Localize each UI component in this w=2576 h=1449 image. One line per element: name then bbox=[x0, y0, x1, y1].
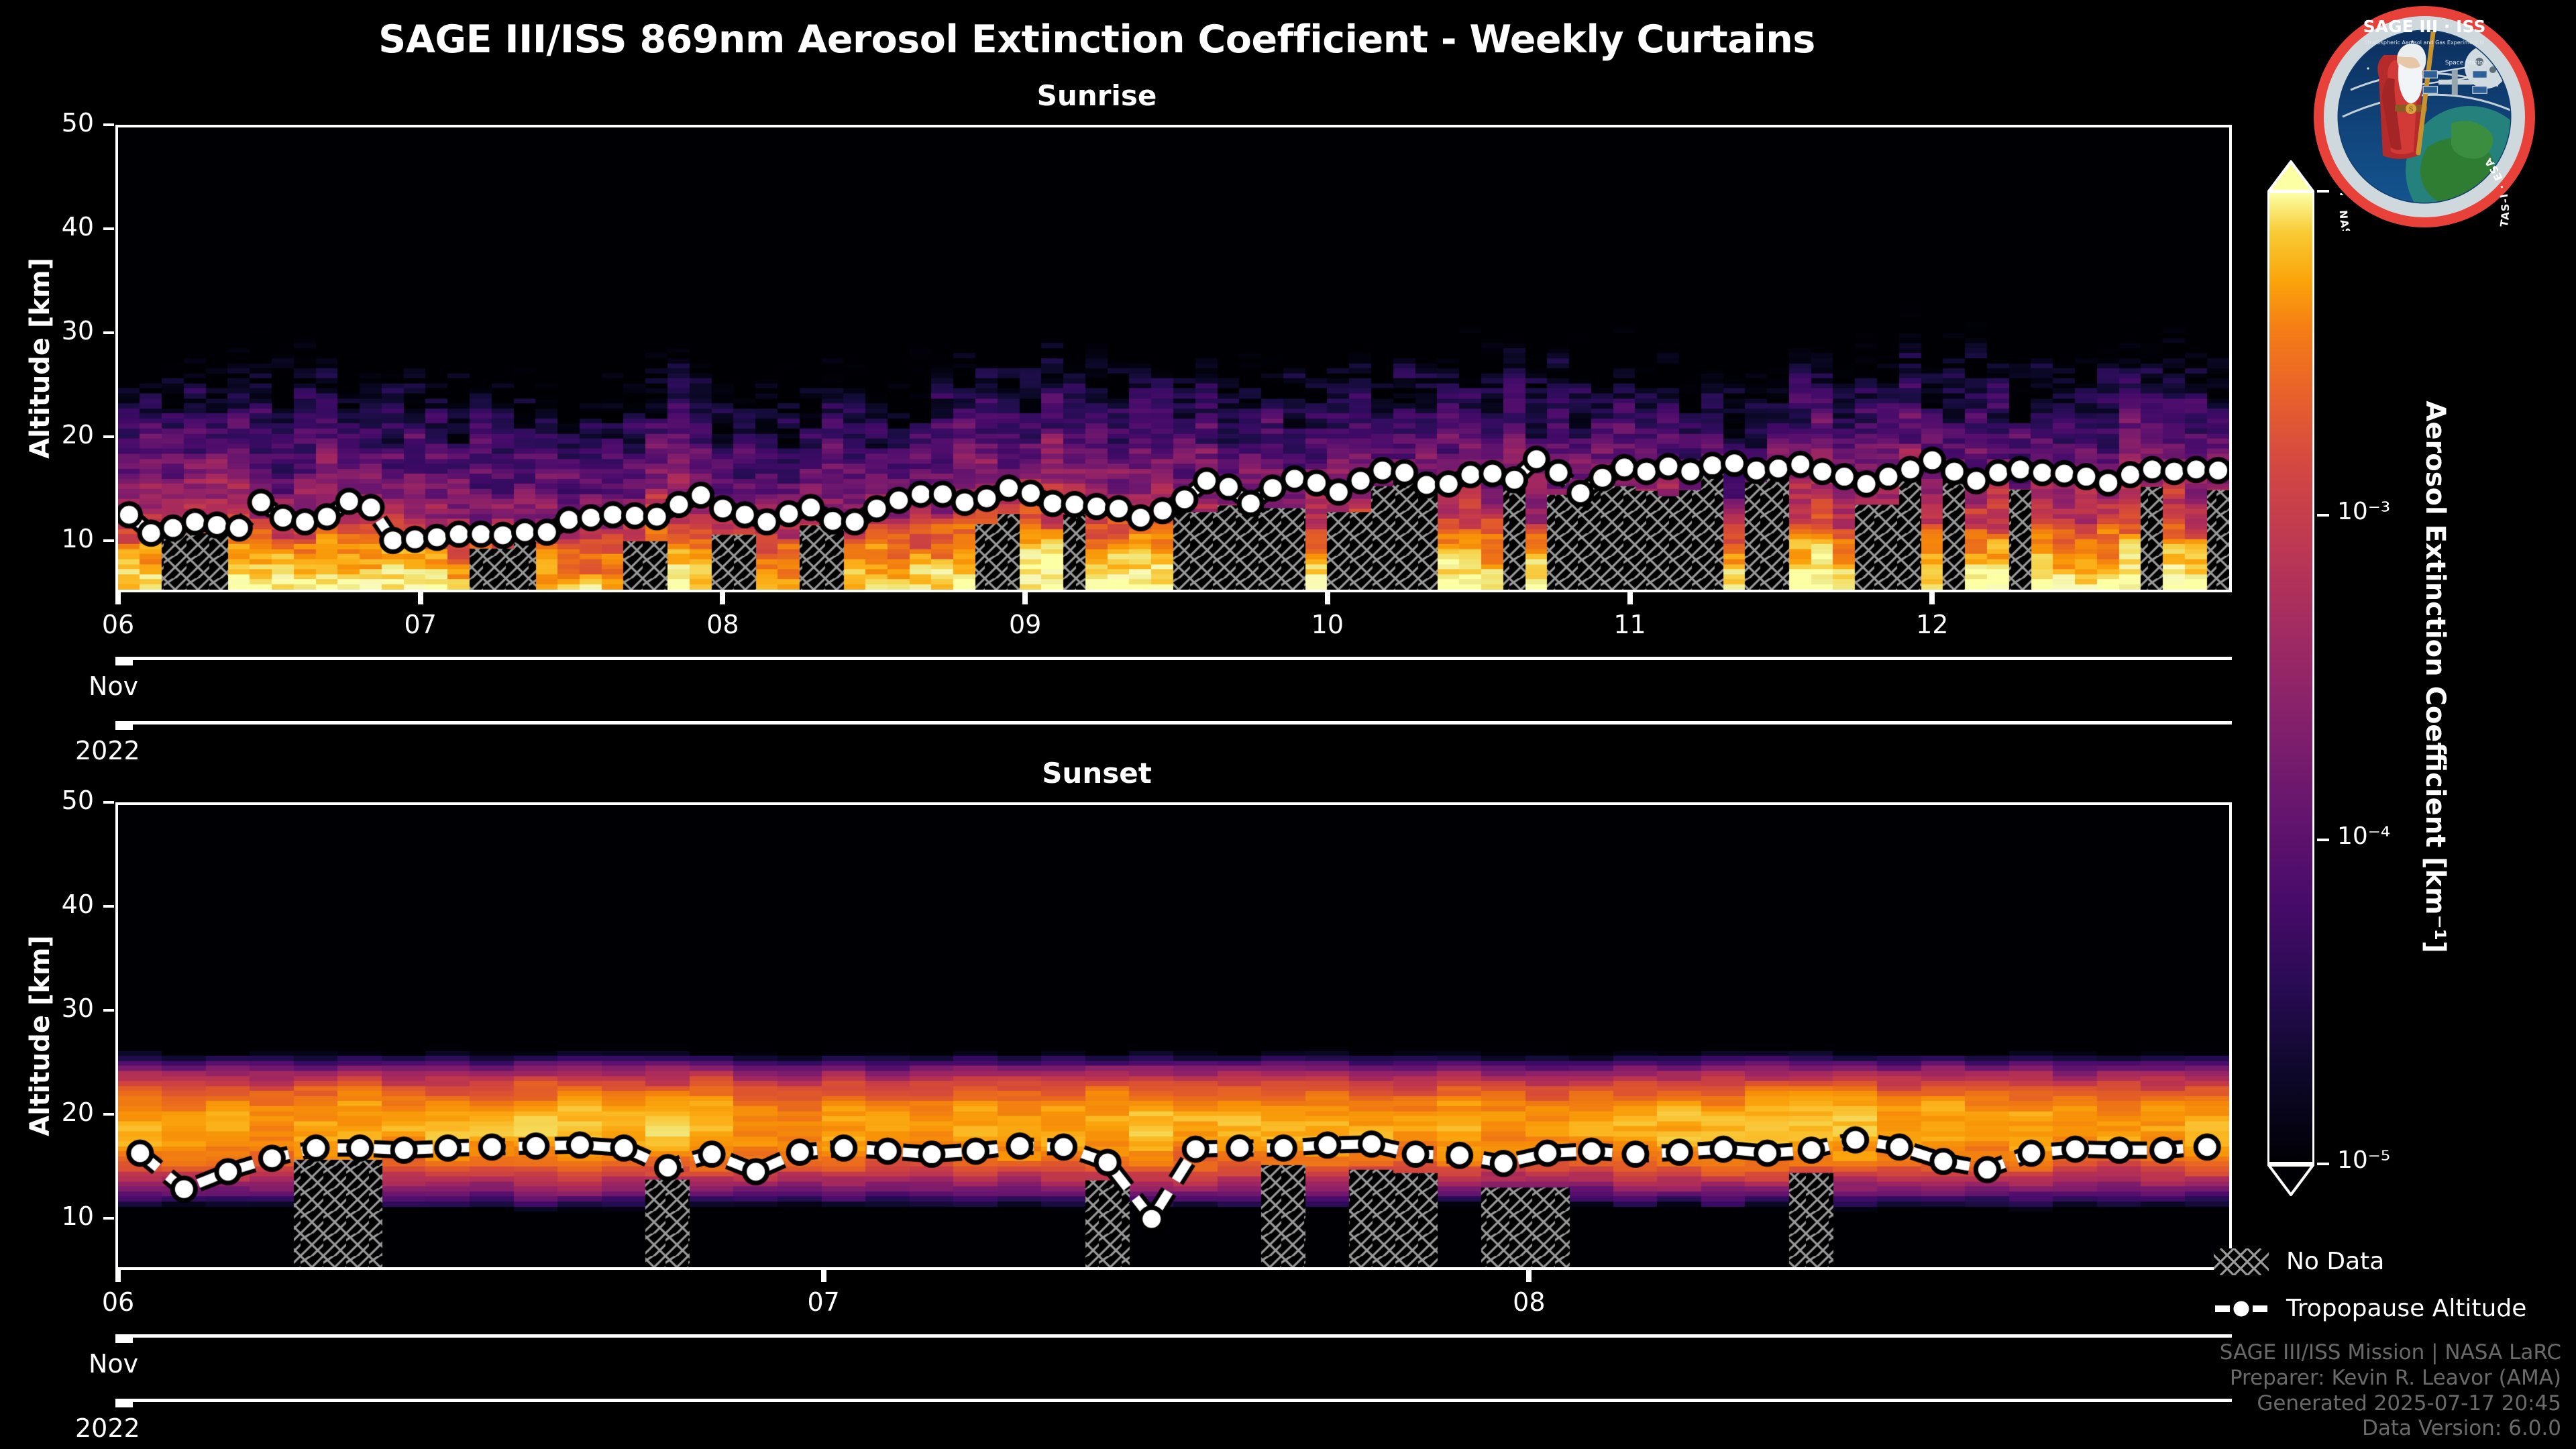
sunrise-ytick-mark bbox=[103, 435, 114, 438]
sunrise-title-wrap: Sunrise bbox=[0, 79, 2194, 113]
sunrise-xtick-mark bbox=[115, 592, 121, 604]
sunset-axis-label: Altitude [km] bbox=[25, 934, 56, 1136]
footer-line-mission: SAGE III/ISS Mission | NASA LaRC bbox=[2219, 1340, 2561, 1364]
sunset-ytick-label: 50 bbox=[61, 786, 94, 815]
sunrise-month-label: Nov bbox=[89, 672, 139, 701]
colorbar-tick-label: 10⁻³ bbox=[2337, 498, 2391, 526]
sunrise-ytick-mark bbox=[103, 123, 114, 126]
colorbar-tick-mark bbox=[2317, 838, 2329, 841]
sunrise-ytick-mark bbox=[103, 331, 114, 334]
sunrise-ytick-label: 20 bbox=[61, 419, 94, 449]
sunset-ytick-mark bbox=[103, 1112, 114, 1116]
sunrise-xtick-mark bbox=[1022, 592, 1028, 604]
colorbar[interactable] bbox=[2267, 160, 2314, 1196]
sunset-year-label: 2022 bbox=[75, 1413, 140, 1443]
colorbar-tick-mark bbox=[2317, 1163, 2329, 1165]
sage-iii-iss-mission-patch-logo: S SAGE III · ISS Strat bbox=[2310, 3, 2537, 231]
hatch-nodata-icon bbox=[2214, 1248, 2269, 1275]
sunrise-ytick-mark bbox=[103, 227, 114, 230]
sunset-xtick-label: 06 bbox=[101, 1287, 135, 1317]
patch-top-text: SAGE III · ISS bbox=[2363, 17, 2486, 36]
legend-label-no-data: No Data bbox=[2286, 1248, 2385, 1275]
patch-subtitle: Stratospheric Aerosol and Gas Experiment… bbox=[2364, 40, 2484, 46]
colorbar-tick-mark bbox=[2317, 190, 2329, 193]
sunrise-month-level-bar bbox=[115, 657, 2232, 660]
sunset-year-level-bar bbox=[115, 1399, 2232, 1402]
panel-title-sunrise: Sunrise bbox=[1036, 79, 1157, 112]
sunset-ytick-mark bbox=[103, 904, 114, 908]
sunrise-year-level-cap bbox=[115, 721, 133, 730]
colorbar-gradient bbox=[2267, 191, 2314, 1164]
footer-line-preparer: Preparer: Kevin R. Leavor (AMA) bbox=[2229, 1365, 2561, 1390]
sunrise-xtick-label: 06 bbox=[101, 610, 135, 639]
sunrise-xtick-mark bbox=[720, 592, 726, 604]
colorbar-extend-bottom-icon bbox=[2267, 1164, 2314, 1196]
panel-title-sunset: Sunset bbox=[1042, 757, 1152, 790]
legend-label-tropopause: Tropopause Altitude bbox=[2286, 1295, 2527, 1322]
sunrise-year-level-bar bbox=[115, 721, 2232, 724]
footer-line-version: Data Version: 6.0.0 bbox=[2361, 1416, 2561, 1441]
sunrise-ytick-label: 10 bbox=[61, 523, 94, 553]
sunset-xtick-label: 07 bbox=[807, 1287, 840, 1317]
footer-credits: SAGE III/ISS Mission | NASA LaRC Prepare… bbox=[2220, 1340, 2561, 1442]
sunset-xtick-label: 08 bbox=[1513, 1287, 1546, 1317]
sunrise-xtick-mark bbox=[1324, 592, 1330, 604]
sunset-ytick-mark bbox=[103, 1008, 114, 1012]
sunrise-xtick-mark bbox=[417, 592, 423, 604]
colorbar-tick-label: 10⁻⁴ bbox=[2337, 822, 2391, 850]
colorbar-label: Aerosol Extinction Coefficient [km⁻¹] bbox=[2420, 400, 2451, 953]
colorbar-tick-mark bbox=[2317, 514, 2329, 517]
svg-text:S: S bbox=[2409, 106, 2414, 113]
sunrise-ytick-label: 30 bbox=[61, 315, 94, 345]
sunrise-heatmap-canvas bbox=[118, 127, 2229, 590]
tropopause-line-icon bbox=[2215, 1299, 2267, 1318]
sunrise-xtick-label: 08 bbox=[706, 610, 739, 639]
sunset-month-level-bar bbox=[115, 1334, 2232, 1338]
sunrise-ytick-label: 50 bbox=[61, 108, 94, 138]
sunset-title-wrap: Sunset bbox=[0, 757, 2194, 790]
sunrise-year-label: 2022 bbox=[75, 736, 140, 765]
patch-station-text: Space Station bbox=[2445, 60, 2487, 66]
sunrise-axis-label: Altitude [km] bbox=[25, 257, 56, 459]
sunrise-xtick-label: 11 bbox=[1613, 610, 1646, 639]
sunrise-month-level-cap bbox=[115, 657, 133, 665]
sunrise-xtick-label: 09 bbox=[1008, 610, 1042, 639]
sunset-plot-area[interactable] bbox=[115, 802, 2232, 1270]
sunset-xtick-mark bbox=[1526, 1270, 1532, 1282]
sunset-ytick-mark bbox=[103, 1216, 114, 1220]
sunrise-xtick-label: 12 bbox=[1916, 610, 1949, 639]
sunrise-xtick-label: 10 bbox=[1311, 610, 1344, 639]
footer-line-generated: Generated 2025-07-17 20:45 bbox=[2257, 1391, 2561, 1415]
sunset-ytick-label: 10 bbox=[61, 1201, 94, 1231]
sunset-xtick-mark bbox=[820, 1270, 826, 1282]
sunrise-xtick-mark bbox=[1929, 592, 1935, 604]
sunset-ytick-label: 40 bbox=[61, 889, 94, 919]
sunset-xtick-mark bbox=[115, 1270, 121, 1282]
sunset-ytick-label: 20 bbox=[61, 1097, 94, 1127]
sunrise-ytick-label: 40 bbox=[61, 211, 94, 241]
sunrise-xtick-label: 07 bbox=[404, 610, 437, 639]
page-title: SAGE III/ISS 869nm Aerosol Extinction Co… bbox=[378, 17, 1815, 62]
sunrise-ytick-mark bbox=[103, 539, 114, 542]
sunset-month-label: Nov bbox=[89, 1349, 139, 1379]
sunset-ytick-label: 30 bbox=[61, 993, 94, 1023]
sunset-ytick-mark bbox=[103, 801, 114, 804]
sunset-month-level-cap bbox=[115, 1334, 133, 1343]
legend-item-tropopause: Tropopause Altitude bbox=[2214, 1295, 2526, 1322]
sunrise-plot-area[interactable] bbox=[115, 125, 2232, 592]
sunset-heatmap-canvas bbox=[118, 805, 2229, 1267]
sunrise-xtick-mark bbox=[1627, 592, 1633, 604]
colorbar-tick-label: 10⁻⁵ bbox=[2337, 1146, 2391, 1174]
colorbar-extend-top-icon bbox=[2267, 160, 2314, 193]
legend-item-no-data: No Data bbox=[2214, 1248, 2384, 1275]
sunset-year-level-cap bbox=[115, 1399, 133, 1407]
